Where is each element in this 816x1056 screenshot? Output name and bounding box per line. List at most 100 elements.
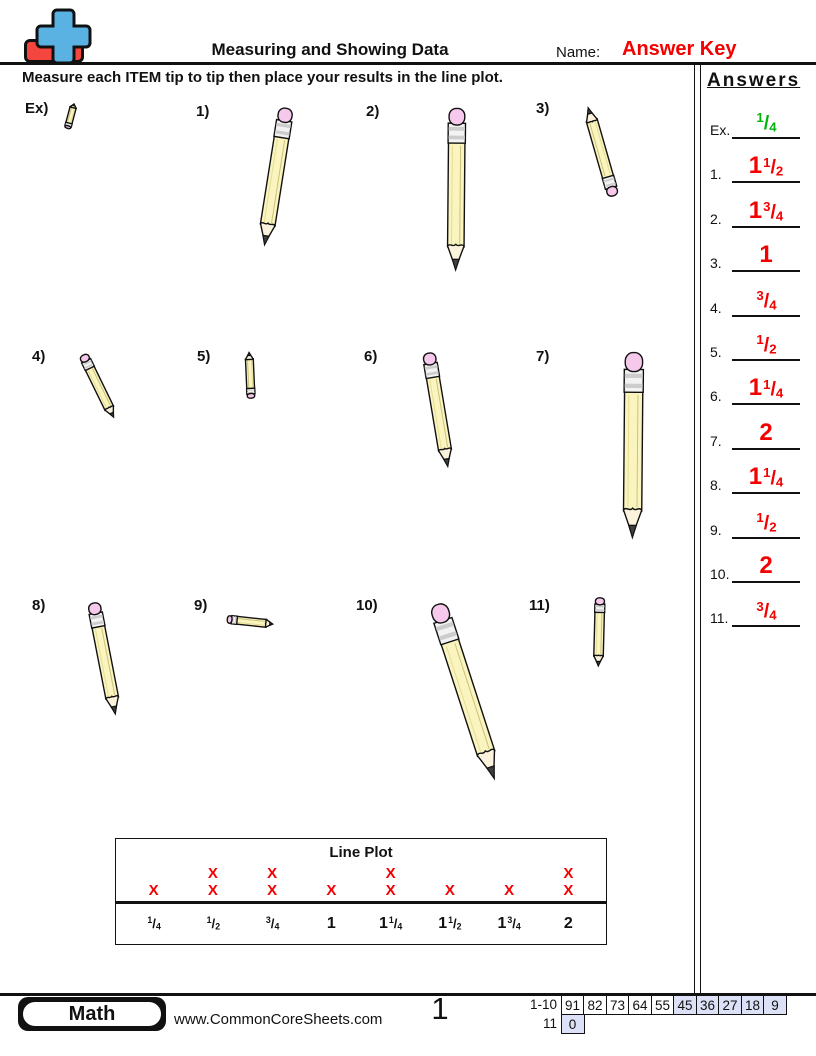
answer-value: 1	[732, 241, 800, 273]
answer-row-4: 4. 3/4	[702, 275, 810, 317]
pencil-graphic	[581, 104, 619, 198]
grading-score-cell: 64	[628, 995, 652, 1015]
answer-number-label: 3.	[710, 255, 722, 272]
grading-score-cell: 36	[695, 995, 720, 1015]
answer-value: 11/4	[732, 374, 800, 406]
answer-row-11: 11. 3/4	[702, 585, 810, 628]
line-plot-title: Line Plot	[329, 844, 393, 861]
answer-number-label: 4.	[710, 299, 722, 316]
answer-row-3: 3. 1	[702, 230, 810, 273]
answer-value: 1/2	[732, 508, 800, 539]
answer-row-1: 1. 11/2	[702, 141, 810, 184]
commoncoresheets-logo	[35, 8, 92, 65]
pencil-graphic	[428, 600, 506, 785]
grading-score-cell: 55	[650, 995, 675, 1015]
line-plot-tick-label: 1	[326, 915, 336, 932]
problem-label-11: 11)	[529, 597, 550, 614]
pencil-graphic	[227, 614, 275, 628]
pencil-item-4	[78, 352, 119, 421]
grading-score-cell: 73	[605, 995, 630, 1015]
pencil-item-9	[227, 614, 275, 628]
x-mark: X	[444, 882, 455, 899]
answer-key-text: Answer Key	[622, 38, 737, 60]
problem-label-1: 1)	[196, 103, 210, 120]
x-mark: X	[267, 865, 278, 882]
pencil-graphic	[256, 106, 295, 249]
grading-score-cell: 18	[740, 995, 765, 1015]
answer-number-label: Ex.	[710, 122, 731, 138]
grading-row-label: 1-10	[529, 997, 557, 1012]
answer-number-label: 9.	[710, 521, 722, 538]
grading-score-cell: 91	[560, 995, 585, 1015]
pencil-item-3	[581, 104, 619, 198]
answers-panel-title: Answers	[707, 70, 801, 91]
line-plot-tick-label: 11/2	[438, 915, 462, 932]
answer-row-10: 10. 2	[702, 541, 810, 583]
pencil-graphic	[245, 351, 256, 398]
answer-value: 3/4	[732, 286, 800, 317]
answer-row-6: 6. 11/4	[702, 363, 810, 406]
answer-row-5: 5. 1/2	[702, 319, 810, 361]
x-mark: X	[504, 882, 515, 899]
problem-label-4: 4)	[32, 348, 46, 365]
pencil-item-7	[622, 351, 644, 541]
answers-panel-divider	[694, 62, 701, 993]
answer-value: 11/2	[732, 152, 800, 184]
line-plot-column: X	[480, 861, 539, 899]
worksheet-title: Measuring and Showing Data	[211, 40, 449, 59]
answer-row-9: 9. 1/2	[702, 497, 810, 539]
problem-label-6: 6)	[364, 348, 378, 365]
answer-number-label: 11.	[710, 610, 729, 627]
pencil-graphic	[622, 351, 644, 541]
problem-label-3: 3)	[536, 100, 550, 117]
grading-table: 1-10 91 82 73 64 55 45 36 27 18 9 11 0	[518, 995, 787, 1034]
answer-value: 2	[732, 419, 800, 450]
x-mark: X	[207, 865, 218, 882]
grading-row-label: 11	[542, 1015, 557, 1031]
x-mark: X	[563, 865, 574, 882]
line-plot-tick-label: 11/4	[378, 915, 403, 932]
answer-value: 13/4	[732, 197, 800, 228]
line-plot-tick-label: 1/2	[206, 915, 221, 932]
pencil-item-ex	[64, 103, 78, 130]
answer-row-2: 2. 13/4	[702, 186, 810, 228]
x-mark: X	[385, 882, 396, 899]
x-mark: X	[267, 882, 278, 899]
answer-value: 1/4	[732, 108, 800, 139]
plus-icon	[35, 8, 92, 65]
line-plot-tick-label: 1/4	[147, 915, 161, 932]
pencil-item-6	[421, 351, 455, 470]
pencil-graphic	[78, 352, 119, 421]
grading-score-cell: 0	[560, 1013, 585, 1034]
answer-number-label: 8.	[710, 477, 722, 494]
grading-score-cell: 82	[583, 995, 607, 1015]
pencil-item-1	[256, 106, 295, 249]
grading-score-cell: 9	[763, 995, 787, 1015]
name-label: Name:	[556, 44, 601, 61]
answer-value: 1/2	[732, 330, 800, 361]
answer-row-8: 8. 11/4	[702, 452, 810, 495]
pencil-item-10	[428, 600, 506, 785]
x-mark: X	[148, 882, 159, 899]
pencil-graphic	[64, 103, 78, 130]
answer-number-label: 5.	[710, 344, 722, 360]
header-divider	[0, 62, 816, 65]
grading-score-cell: 27	[718, 995, 742, 1015]
problem-label-2: 2)	[366, 103, 380, 120]
line-plot-number-line	[116, 901, 606, 904]
line-plot-tick-label: 13/4	[497, 915, 521, 932]
pencil-item-5	[245, 351, 256, 398]
footer-divider	[0, 993, 816, 996]
grading-table-row: 1-10 91 82 73 64 55 45 36 27 18 9	[518, 995, 787, 1015]
problem-label-9: 9)	[194, 597, 208, 614]
line-plot-tick-label: 3/4	[265, 915, 280, 932]
problem-label-7: 7)	[536, 348, 550, 365]
line-plot-column: X	[124, 861, 183, 899]
problem-label-5: 5)	[197, 348, 211, 365]
x-mark: X	[385, 865, 396, 882]
subject-badge: Math	[18, 997, 166, 1031]
